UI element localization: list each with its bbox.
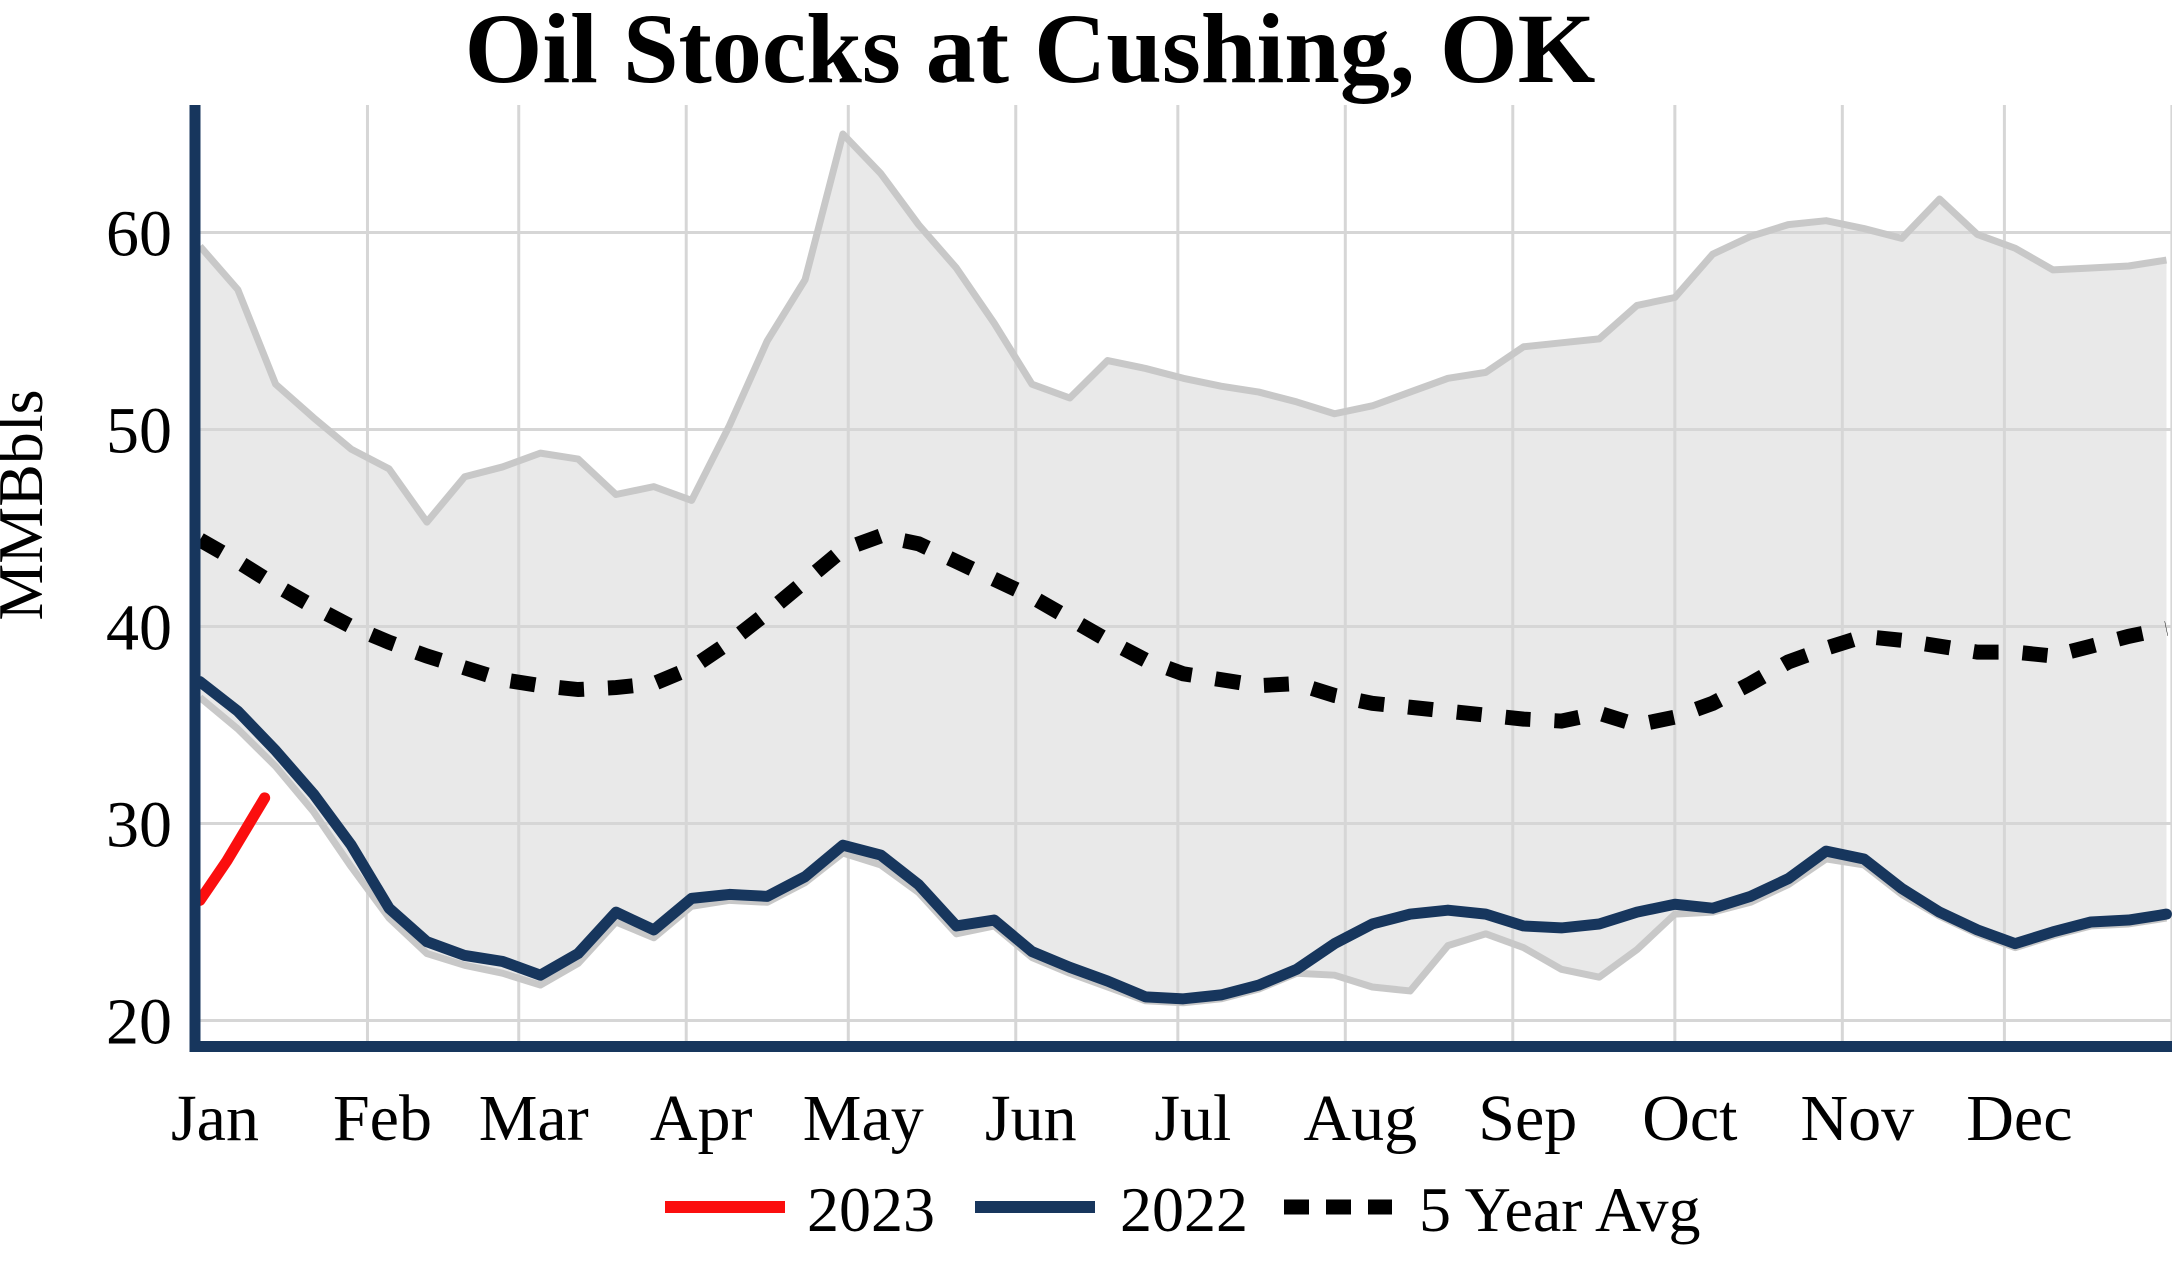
- data-series-lines: [194, 528, 2172, 1005]
- x-tick-label-may: May: [803, 1082, 924, 1155]
- y-axis-label: MMBbls: [0, 389, 56, 620]
- x-tick-label-nov: Nov: [1800, 1082, 1914, 1155]
- legend-2023-label: 2023: [807, 1174, 935, 1245]
- x-tick-label-oct: Oct: [1642, 1082, 1737, 1155]
- x-tick-label-sep: Sep: [1478, 1082, 1577, 1155]
- x-axis-tick-labels: Jan Feb Mar Apr May Jun Jul Aug Sep Oct Nov Dec: [171, 1082, 2073, 1155]
- line-2022: [194, 676, 2172, 1005]
- x-tick-label-dec: Dec: [1966, 1082, 2072, 1155]
- y-tick-label-50: 50: [106, 395, 172, 468]
- x-tick-label-jan: Jan: [171, 1082, 259, 1155]
- bottom-axis-spine: [189, 1041, 2172, 1052]
- y-axis-tick-labels: 20 30 40 50 60: [106, 198, 172, 1059]
- chart-title: Oil Stocks at Cushing, OK: [465, 0, 1596, 104]
- line-2023: [194, 792, 271, 906]
- five-year-avg-dotted-line: [196, 528, 2168, 733]
- left-axis-spine: [189, 105, 201, 1052]
- legend: 2023 2022 5 Year Avg: [665, 1174, 1701, 1245]
- x-tick-label-jul: Jul: [1154, 1082, 1231, 1155]
- y-tick-label-30: 30: [106, 789, 172, 862]
- y-tick-label-40: 40: [106, 592, 172, 665]
- legend-2022-label: 2022: [1120, 1174, 1248, 1245]
- legend-5yr-avg-label: 5 Year Avg: [1419, 1174, 1701, 1245]
- x-tick-label-mar: Mar: [479, 1082, 589, 1155]
- x-tick-label-aug: Aug: [1303, 1082, 1417, 1155]
- y-tick-label-20: 20: [106, 986, 172, 1059]
- range-band-top-edge: [197, 130, 2168, 526]
- x-tick-label-jun: Jun: [985, 1082, 1077, 1155]
- axis-spines: [189, 105, 2172, 1052]
- x-tick-label-apr: Apr: [650, 1082, 753, 1155]
- x-tick-label-feb: Feb: [333, 1082, 432, 1155]
- y-tick-label-60: 60: [106, 198, 172, 271]
